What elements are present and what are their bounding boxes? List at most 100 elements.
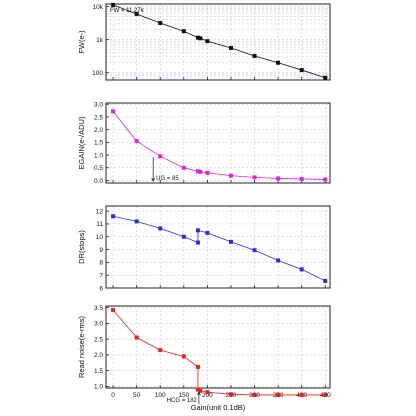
fw-series-line bbox=[112, 4, 326, 79]
dr-ytick-label: 12 bbox=[96, 208, 104, 215]
read-noise-data-point bbox=[195, 387, 200, 392]
read-noise-data-point bbox=[198, 388, 203, 393]
fw-data-point bbox=[158, 20, 163, 25]
x-tick-label: 150 bbox=[178, 392, 189, 399]
x-tick-label: 50 bbox=[133, 392, 141, 399]
fw-data-point bbox=[181, 29, 186, 34]
fw-data-point bbox=[111, 2, 116, 7]
egain-ytick-label: 2.5 bbox=[94, 114, 103, 121]
fw-data-point bbox=[195, 35, 200, 40]
dr-ytick-label: 8 bbox=[99, 260, 103, 267]
egain-data-point bbox=[134, 139, 139, 144]
fw-ytick-label: 100 bbox=[92, 70, 103, 77]
fw-data-point bbox=[198, 36, 203, 41]
read-noise-data-point bbox=[228, 392, 233, 397]
dr-ylabel: DR(stops) bbox=[77, 230, 86, 264]
hcg-arrow-icon bbox=[197, 391, 201, 396]
read-noise-data-point bbox=[299, 392, 304, 397]
egain-ytick-label: 1.0 bbox=[94, 152, 103, 159]
dr-ytick-label: 6 bbox=[99, 285, 103, 292]
fw-data-point bbox=[228, 45, 233, 50]
egain-ytick-label: 3.0 bbox=[94, 102, 103, 109]
read-noise-data-point bbox=[181, 354, 186, 359]
dr-data-point bbox=[205, 230, 210, 235]
dr-ytick-label: 10 bbox=[96, 234, 104, 241]
dr-series-line bbox=[112, 215, 326, 282]
fw-ytick-label: 1k bbox=[96, 37, 104, 44]
fw-data-point bbox=[323, 75, 328, 80]
egain-data-point bbox=[158, 154, 163, 159]
read-noise-plot-frame bbox=[105, 305, 331, 389]
read-noise-data-point bbox=[323, 392, 328, 397]
dr-data-point bbox=[195, 228, 200, 233]
dr-data-point bbox=[111, 214, 116, 219]
read-noise-data-point bbox=[134, 335, 139, 340]
egain-data-point bbox=[252, 175, 257, 180]
fw-data-point bbox=[205, 39, 210, 44]
fw-data-point bbox=[252, 53, 257, 58]
egain-ytick-label: 0.5 bbox=[94, 165, 103, 172]
egain-ytick-label: 2.0 bbox=[94, 127, 103, 134]
fw-ylabel: FW(e-) bbox=[77, 30, 86, 54]
dr-data-point bbox=[181, 234, 186, 239]
fw-panel: FW(e-) 100 1k 10k FW = 11.27k bbox=[77, 2, 331, 81]
egain-ylabel: EGAIN(e-/ADU) bbox=[77, 116, 86, 169]
read-noise-ytick-label: 3.5 bbox=[94, 305, 103, 312]
dr-data-point bbox=[158, 226, 163, 231]
ug-arrow-icon bbox=[151, 177, 155, 182]
read-noise-ylabel: Read noise(e-rms) bbox=[77, 315, 86, 378]
read-noise-ytick-label: 1.5 bbox=[94, 368, 103, 375]
egain-panel: EGAIN(e-/ADU) 0.0 0.5 1.0 1.5 2.0 2.5 3.0 UG = … bbox=[77, 102, 331, 185]
fw-plot-frame bbox=[105, 3, 331, 81]
egain-ytick-label: 1.5 bbox=[94, 140, 103, 147]
dr-panel: DR(stops) 6 7 8 9 10 11 12 bbox=[77, 205, 331, 292]
read-noise-panel: Read noise(e-rms) 1.0 1.5 2.0 2.5 3.0 3.5 0 50 1… bbox=[77, 305, 331, 405]
egain-data-point bbox=[205, 170, 210, 175]
read-noise-ytick-label: 3.0 bbox=[94, 321, 103, 328]
egain-data-point bbox=[181, 165, 186, 170]
egain-data-point bbox=[195, 169, 200, 174]
read-noise-data-point bbox=[276, 392, 281, 397]
dr-data-point bbox=[276, 258, 281, 263]
egain-data-point bbox=[299, 176, 304, 181]
egain-data-point bbox=[228, 173, 233, 178]
egain-data-point bbox=[323, 177, 328, 182]
fw-ytick-label: 10k bbox=[93, 4, 104, 11]
egain-plot-frame bbox=[105, 102, 331, 184]
x-axis-title: Gain(unit 0.1dB) bbox=[191, 403, 246, 412]
dr-plot-frame bbox=[105, 205, 331, 289]
dr-data-point bbox=[228, 239, 233, 244]
read-noise-data-point bbox=[158, 348, 163, 353]
read-noise-ytick-label: 2.5 bbox=[94, 336, 103, 343]
read-noise-data-point bbox=[205, 390, 210, 395]
read-noise-data-point bbox=[111, 308, 116, 313]
dr-data-point bbox=[323, 278, 328, 283]
egain-data-point bbox=[198, 169, 203, 174]
read-noise-data-point bbox=[195, 364, 200, 369]
fw-data-point bbox=[276, 60, 281, 65]
x-tick-label: 200 bbox=[202, 392, 213, 399]
x-tick-label: 0 bbox=[111, 392, 115, 399]
egain-series-line bbox=[112, 111, 326, 180]
read-noise-series-line bbox=[112, 309, 326, 396]
egain-data-point bbox=[111, 109, 116, 114]
read-noise-ytick-label: 1.0 bbox=[94, 384, 103, 391]
egain-data-point bbox=[276, 176, 281, 181]
dr-data-point bbox=[252, 248, 257, 253]
dr-ytick-label: 11 bbox=[96, 221, 103, 228]
dr-ytick-label: 7 bbox=[99, 272, 103, 279]
egain-ytick-label: 0.0 bbox=[94, 178, 103, 185]
read-noise-ytick-label: 2.0 bbox=[94, 352, 103, 359]
ug-annotation: UG = 85 bbox=[156, 176, 179, 182]
fw-annotation: FW = 11.27k bbox=[110, 8, 145, 14]
fw-data-point bbox=[299, 68, 304, 73]
hcg-annotation: HCG = 182 bbox=[167, 398, 198, 404]
dr-data-point bbox=[134, 219, 139, 224]
fw-data-point bbox=[134, 11, 139, 16]
dr-data-point bbox=[195, 240, 200, 245]
dr-ytick-label: 9 bbox=[99, 247, 103, 254]
read-noise-data-point bbox=[252, 392, 257, 397]
x-tick-label: 100 bbox=[155, 392, 166, 399]
dr-data-point bbox=[299, 267, 304, 272]
